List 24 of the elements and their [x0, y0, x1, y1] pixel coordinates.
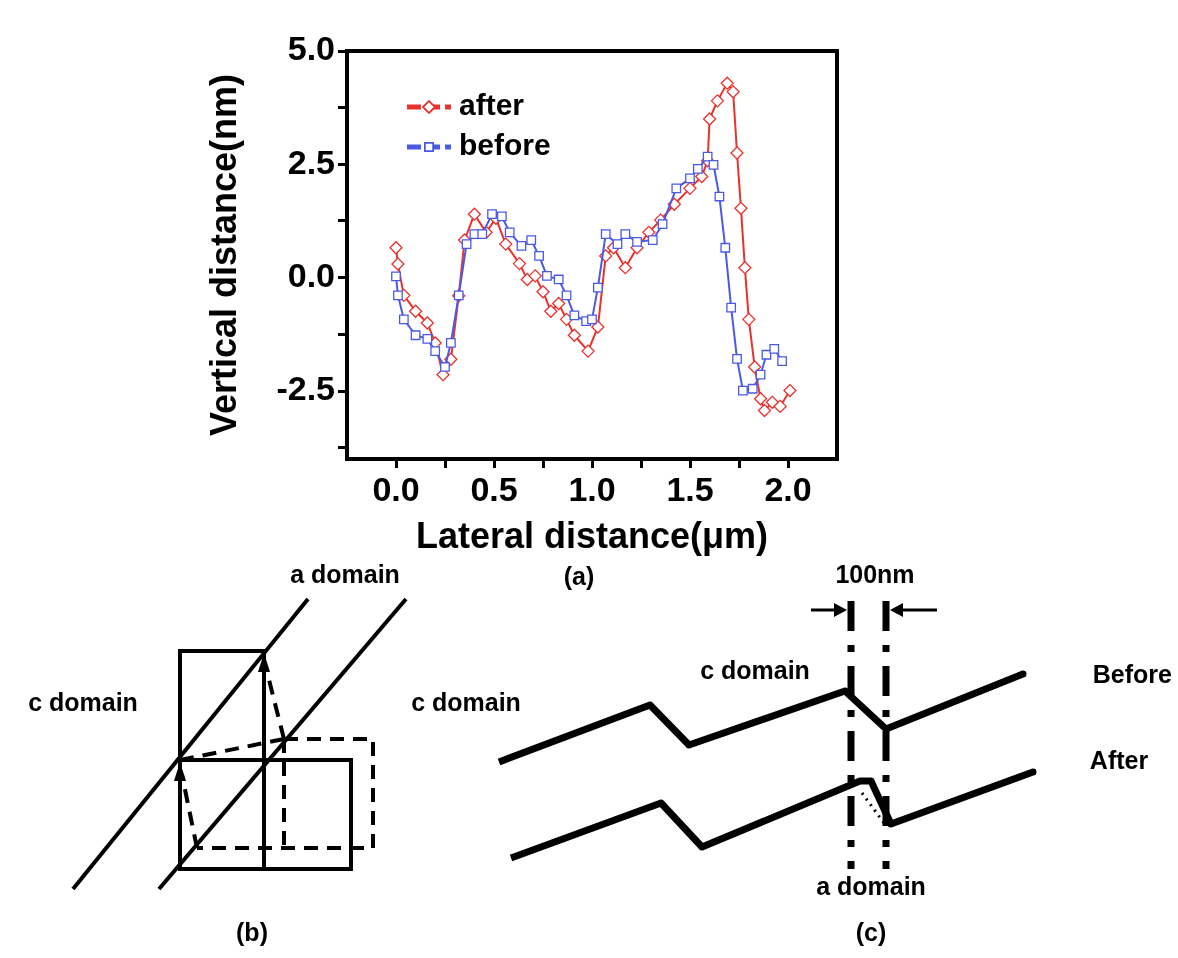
text: a domain — [816, 872, 926, 900]
y-tick-label: 2.5 — [287, 142, 335, 181]
y-tick-label: 0.0 — [287, 256, 335, 295]
y-tick-label: 5.0 — [287, 29, 335, 68]
text: (a) — [563, 562, 595, 590]
x-tick-label: 0.5 — [470, 469, 518, 508]
x-tick-label: 2.0 — [764, 469, 812, 508]
text: c domain — [700, 656, 810, 684]
x-tick-label: 1.0 — [568, 469, 616, 508]
y-tick-label: -2.5 — [276, 369, 335, 408]
text: Before — [1092, 660, 1173, 688]
y-axis-title: Vertical distance(nm) — [202, 73, 244, 437]
x-tick-label: 1.5 — [666, 469, 714, 508]
legend-label: before — [459, 128, 551, 162]
text: After — [1089, 746, 1149, 774]
text: (c) — [855, 918, 887, 946]
text: 100nm — [835, 560, 915, 588]
legend-label: after — [459, 88, 525, 122]
x-tick-label: 0.0 — [372, 469, 420, 508]
text: a domain — [290, 560, 400, 588]
text: c domain — [28, 688, 138, 716]
text: c domain — [411, 688, 521, 716]
text: (b) — [236, 918, 268, 946]
x-axis-title: Lateral distance(μm) — [415, 515, 769, 557]
